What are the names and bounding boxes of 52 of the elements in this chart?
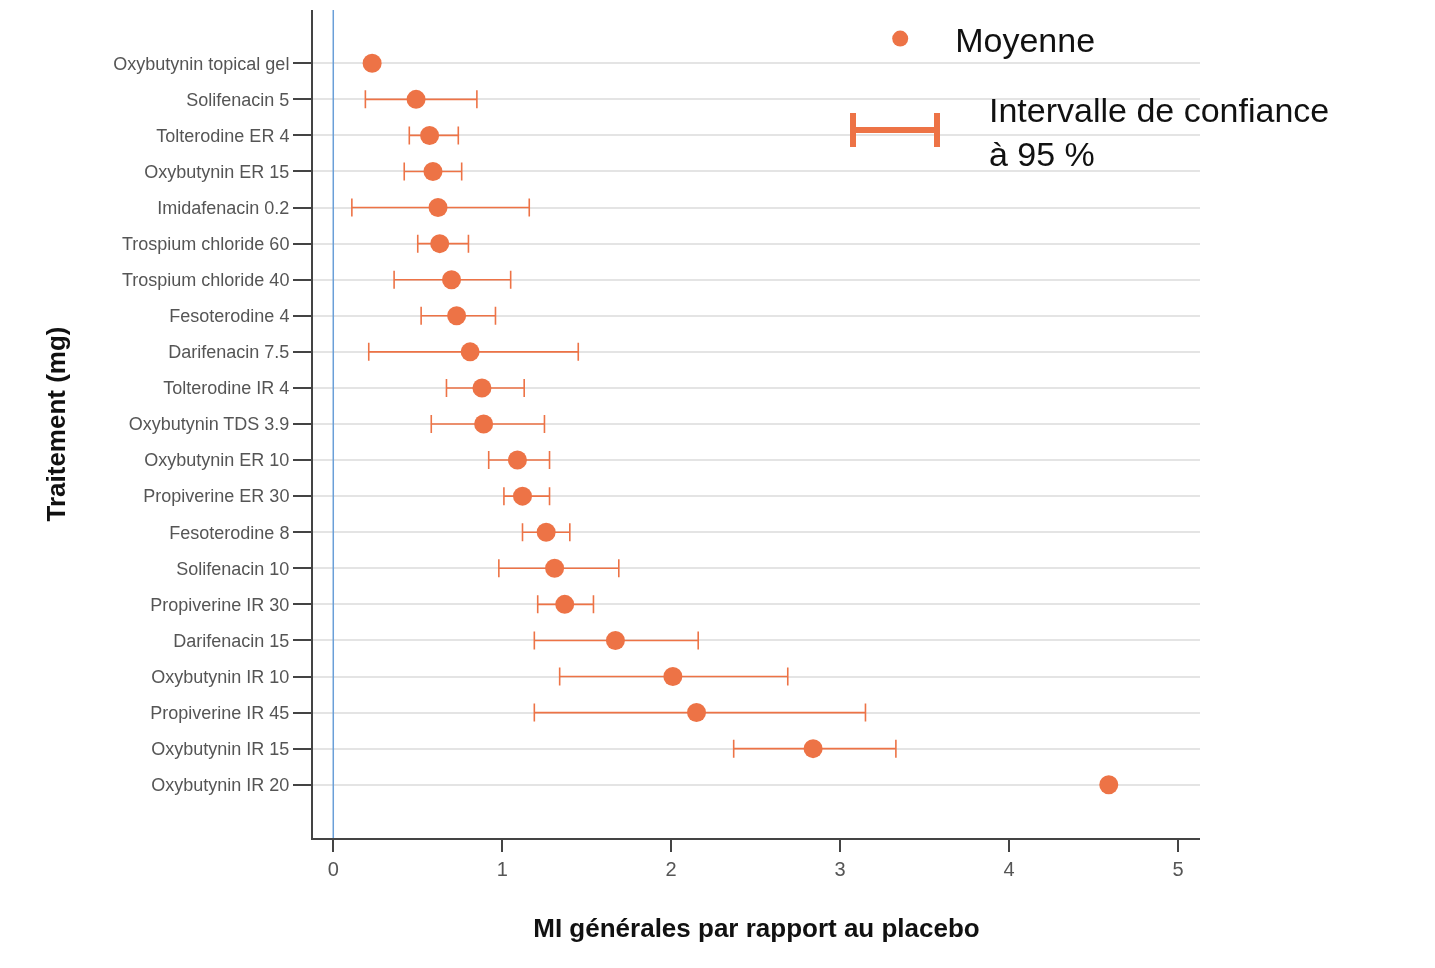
annotation: Intervalle de confiance à 95 % [989, 91, 1330, 174]
legend-label: Moyenne [955, 20, 1096, 59]
y-tick-label: Trospium chloride 60 [121, 233, 290, 254]
point [536, 522, 556, 542]
x-tick-label: 2 [665, 858, 677, 880]
point [545, 558, 565, 578]
point [1099, 775, 1119, 795]
y-tick-label: Imidafenacin 0.2 [157, 197, 290, 218]
y-tick-label: Solifenacin 10 [176, 558, 290, 579]
y-tick-label: Oxybutynin IR 15 [151, 738, 290, 759]
y-tick-label: Propiverine IR 30 [150, 594, 290, 615]
point [472, 378, 492, 398]
x-tick-label: 5 [1172, 858, 1184, 880]
point [474, 414, 494, 434]
point [362, 53, 382, 73]
point [447, 306, 467, 326]
y-tick-label: Propiverine IR 45 [150, 702, 290, 723]
y-tick-label: Oxybutynin ER 15 [144, 161, 290, 182]
point [687, 703, 707, 723]
point [420, 125, 440, 145]
point [605, 630, 625, 650]
x-tick-label: 1 [496, 858, 508, 880]
point [555, 594, 575, 614]
y-tick-label: Darifenacin 7.5 [168, 342, 290, 363]
point [460, 342, 480, 362]
point [663, 667, 683, 686]
x-axis-title: MI générales par rapport au placebo [533, 913, 980, 944]
point [513, 486, 532, 506]
y-tick-label: Tolterodine ER 4 [156, 125, 290, 146]
y-axis-title: Traitement (mg) [41, 326, 72, 522]
y-tick-label: Darifenacin 15 [173, 630, 290, 651]
y-tick-label: Oxybutynin TDS 3.9 [128, 414, 290, 435]
point [507, 450, 527, 470]
y-tick-label: Fesoterodine 8 [169, 522, 290, 543]
y-tick-label: Solifenacin 5 [186, 89, 290, 110]
y-tick-label: Oxybutynin IR 10 [151, 666, 290, 687]
x-tick-label: 3 [834, 858, 846, 880]
y-tick-label: Trospium chloride 40 [121, 270, 290, 291]
point [803, 739, 823, 759]
y-tick-label: Oxybutynin IR 20 [151, 775, 290, 796]
y-tick-label: Propiverine ER 30 [143, 486, 290, 507]
y-tick-label: Oxybutynin ER 10 [144, 450, 290, 471]
y-tick-label: Oxybutynin topical gel [113, 53, 290, 74]
point [430, 234, 450, 254]
y-tick-label: Fesoterodine 4 [169, 306, 290, 327]
x-tick-label: 0 [327, 858, 339, 880]
y-tick-label: Tolterodine IR 4 [163, 378, 290, 399]
x-tick-label: 4 [1003, 858, 1015, 880]
point [428, 198, 448, 218]
point [406, 89, 426, 109]
point [423, 161, 443, 181]
point [442, 270, 462, 290]
